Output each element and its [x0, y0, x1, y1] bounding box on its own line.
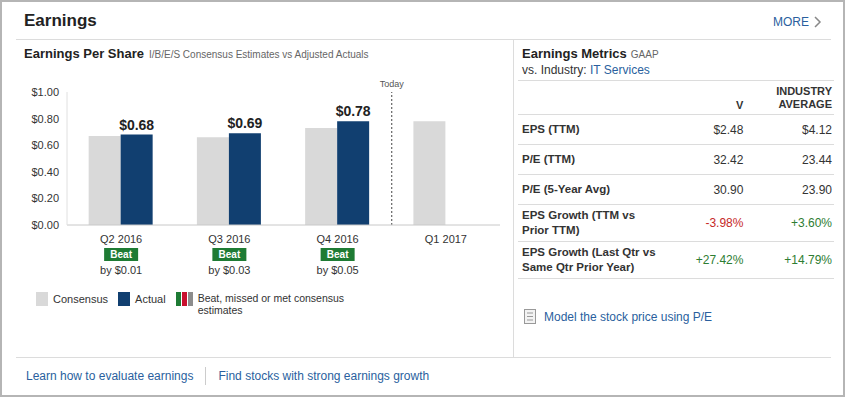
svg-text:Today: Today	[380, 79, 405, 89]
html-text:INDUSTRY AVERAGE: INDUSTRY AVERAGE	[776, 85, 832, 110]
svg-text:Q3 2016: Q3 2016	[208, 233, 250, 245]
svg-text:Beat: Beat	[327, 249, 349, 260]
html-text:23.44: 23.44	[802, 152, 832, 167]
html-text:MORE: MORE	[773, 15, 809, 29]
svg-text:Q1 2017: Q1 2017	[425, 233, 467, 245]
html-text:32.42: 32.42	[713, 152, 744, 167]
svg-text:Q2 2016: Q2 2016	[100, 233, 142, 245]
html-text:P/E (5-Year Avg): P/E (5-Year Avg)	[522, 183, 610, 195]
svg-text:$0.40: $0.40	[31, 166, 59, 178]
html-text:$2.48: $2.48	[713, 122, 744, 137]
svg-text:$0.80: $0.80	[31, 113, 59, 125]
html-text:Earnings Metrics GAAP: Earnings Metrics GAAP	[522, 46, 659, 61]
html-text:P/E (TTM): P/E (TTM)	[522, 153, 575, 165]
html-text:Consensus: Consensus	[53, 293, 108, 305]
svg-text:$0.69: $0.69	[227, 115, 262, 131]
svg-text:by $0.05: by $0.05	[317, 264, 359, 276]
html-text:Model the stock price using P/: Model the stock price using P/E	[544, 309, 713, 324]
html-text:30.90: 30.90	[713, 182, 744, 197]
html-text:-3.98%: -3.98%	[705, 216, 744, 230]
html-text:+3.60%: +3.60%	[791, 216, 832, 230]
svg-text:$0.20: $0.20	[31, 192, 59, 204]
svg-text:by $0.01: by $0.01	[100, 264, 142, 276]
svg-text:$0.60: $0.60	[31, 139, 59, 151]
html-text:23.90: 23.90	[802, 182, 832, 197]
html-text:Actual: Actual	[135, 293, 166, 305]
svg-text:Q4 2016: Q4 2016	[317, 233, 359, 245]
html-text:$4.12: $4.12	[802, 122, 832, 137]
html-text:Learn how to evaluate earnings: Learn how to evaluate earnings	[26, 369, 194, 383]
html-text:Earnings Per Share I/B/E/S Con: Earnings Per Share I/B/E/S Consensus Est…	[24, 46, 369, 61]
svg-text:$0.78: $0.78	[336, 103, 371, 119]
html-text:vs. Industry: IT Services: vs. Industry: IT Services	[522, 63, 650, 77]
svg-text:by $0.03: by $0.03	[208, 264, 250, 276]
html-text:+14.79%: +14.79%	[784, 253, 832, 267]
html-text:Find stocks with strong earnin: Find stocks with strong earnings growth	[218, 369, 430, 383]
svg-text:$0.00: $0.00	[31, 219, 59, 231]
html-text:EPS Growth (Last Qtr vs Same Q: EPS Growth (Last Qtr vs Same Qtr Prior Y…	[522, 246, 656, 273]
html-text:V: V	[736, 99, 744, 111]
html-text:+27.42%: +27.42%	[695, 253, 744, 267]
svg-text:Beat: Beat	[219, 249, 241, 260]
svg-text:$0.68: $0.68	[119, 117, 154, 133]
svg-text:Beat: Beat	[110, 249, 132, 260]
html-text:EPS Growth (TTM vs Prior TTM): EPS Growth (TTM vs Prior TTM)	[522, 209, 636, 236]
html-text:Earnings: Earnings	[24, 11, 97, 30]
html-text:EPS (TTM): EPS (TTM)	[522, 123, 580, 135]
html-text:Beat, missed or met consensus: Beat, missed or met consensus estimates	[197, 292, 345, 316]
svg-text:$1.00: $1.00	[31, 86, 59, 98]
